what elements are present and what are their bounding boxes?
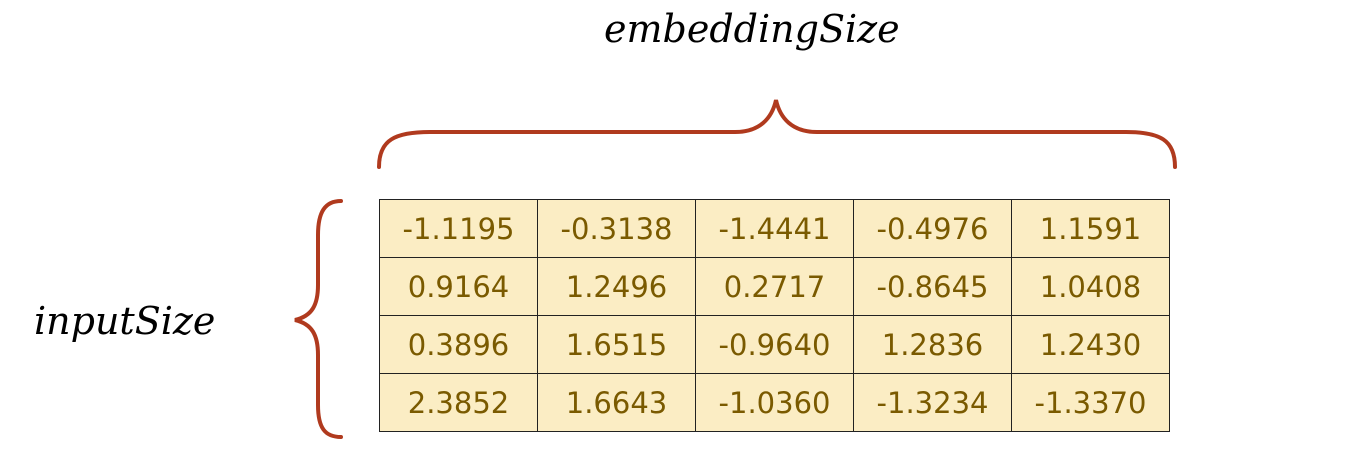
matrix-cell: 1.6515	[537, 315, 696, 374]
embedding-matrix: -1.1195 -0.3138 -1.4441 -0.4976 1.1591 0…	[379, 199, 1170, 432]
matrix-cell: 2.3852	[379, 373, 538, 432]
matrix-cell: -0.4976	[853, 199, 1012, 258]
matrix-cell: 0.2717	[695, 257, 854, 316]
matrix-cell: 1.6643	[537, 373, 696, 432]
input-size-label: inputSize	[34, 299, 216, 343]
matrix-cell: 1.2836	[853, 315, 1012, 374]
matrix-cell: -1.0360	[695, 373, 854, 432]
matrix-row: 2.3852 1.6643 -1.0360 -1.3234 -1.3370	[379, 373, 1170, 432]
embedding-size-label: embeddingSize	[604, 7, 900, 51]
matrix-cell: 1.0408	[1011, 257, 1170, 316]
matrix-cell: 1.2430	[1011, 315, 1170, 374]
matrix-cell: -1.3234	[853, 373, 1012, 432]
matrix-cell: -1.3370	[1011, 373, 1170, 432]
matrix-cell: 1.1591	[1011, 199, 1170, 258]
matrix-cell: -1.1195	[379, 199, 538, 258]
matrix-row: 0.3896 1.6515 -0.9640 1.2836 1.2430	[379, 315, 1170, 374]
matrix-cell: 0.3896	[379, 315, 538, 374]
matrix-row: -1.1195 -0.3138 -1.4441 -0.4976 1.1591	[379, 199, 1170, 258]
matrix-row: 0.9164 1.2496 0.2717 -0.8645 1.0408	[379, 257, 1170, 316]
matrix-cell: -0.8645	[853, 257, 1012, 316]
matrix-cell: 1.2496	[537, 257, 696, 316]
matrix-cell: 0.9164	[379, 257, 538, 316]
matrix-cell: -0.3138	[537, 199, 696, 258]
matrix-cell: -0.9640	[695, 315, 854, 374]
matrix-cell: -1.4441	[695, 199, 854, 258]
